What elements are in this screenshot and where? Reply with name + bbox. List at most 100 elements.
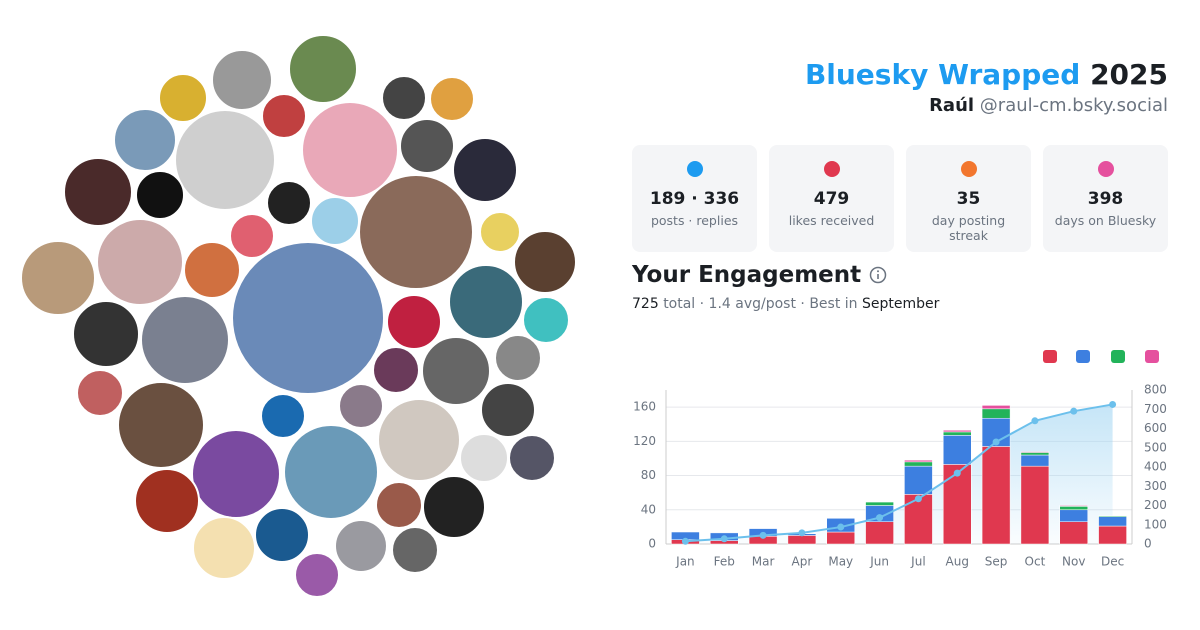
bar-segment	[904, 461, 933, 467]
avatar	[283, 424, 379, 520]
avatar	[334, 519, 388, 573]
legend-icon[interactable]	[1076, 350, 1090, 363]
header: Bluesky Wrapped 2025 Raúl @raul-cm.bsky.…	[805, 58, 1168, 116]
stat-label: day posting streak	[931, 213, 1006, 243]
avatar	[372, 346, 420, 394]
avatar	[72, 300, 140, 368]
bar-segment	[904, 459, 933, 463]
legend-icon[interactable]	[1043, 350, 1057, 363]
line-point	[876, 514, 884, 522]
y2-tick-label: 200	[1144, 498, 1167, 512]
y2-tick-label: 800	[1144, 383, 1167, 397]
x-tick-label: Jan	[675, 555, 695, 569]
y2-tick-label: 300	[1144, 479, 1167, 493]
bar-segment	[1098, 525, 1127, 545]
avatar	[294, 552, 340, 598]
stat-card: 398 days on Bluesky	[1043, 145, 1168, 252]
avatar	[76, 369, 124, 417]
line-point	[837, 523, 845, 531]
x-tick-label: May	[828, 555, 853, 569]
bar-segment	[943, 435, 972, 465]
avatar	[429, 76, 475, 122]
avatar	[254, 507, 310, 563]
line-point	[953, 469, 961, 477]
stat-value: 189 · 336	[649, 189, 740, 209]
avatar	[448, 264, 524, 340]
avatar	[508, 434, 556, 482]
x-tick-label: Apr	[792, 555, 813, 569]
stat-label: likes received	[788, 213, 875, 228]
title: Bluesky Wrapped 2025	[805, 58, 1168, 91]
line-point	[798, 529, 806, 537]
info-icon[interactable]	[869, 266, 887, 284]
avatar	[522, 296, 570, 344]
avatar	[140, 295, 230, 385]
engagement-title: Your Engagement	[632, 262, 939, 288]
y2-tick-label: 400	[1144, 460, 1167, 474]
line-point	[720, 535, 728, 543]
avatar	[375, 481, 423, 529]
brand: Bluesky Wrapped	[804, 58, 1081, 91]
avatar	[231, 241, 385, 395]
bar-segment	[1098, 515, 1127, 517]
handle: @raul-cm.bsky.social	[979, 95, 1168, 116]
x-tick-label: Jun	[869, 555, 889, 569]
avatar	[288, 34, 358, 104]
avatar	[301, 101, 399, 199]
line-point	[992, 438, 1000, 446]
avatar	[399, 118, 455, 174]
avatar	[421, 336, 491, 406]
stat-label: posts · replies	[650, 213, 739, 228]
bar-segment	[1020, 452, 1050, 456]
avatar	[358, 174, 474, 290]
x-tick-label: Aug	[946, 555, 969, 569]
y-tick-label: 40	[641, 502, 656, 516]
stat-icon	[960, 161, 977, 177]
line-point	[681, 537, 689, 545]
line	[685, 403, 1113, 543]
bar-segment	[943, 464, 972, 545]
bar-segment	[1020, 465, 1050, 545]
x-tick-label: Nov	[1062, 555, 1085, 569]
bar-segment	[1059, 506, 1088, 511]
legend-icon[interactable]	[1111, 350, 1125, 363]
avatar	[113, 108, 177, 172]
bar-segment	[865, 521, 894, 545]
avatar	[229, 213, 275, 259]
x-tick-label: Oct	[1025, 555, 1046, 569]
stat-card: 35 day posting streak	[906, 145, 1031, 252]
avatar	[391, 526, 439, 574]
y2-tick-label: 100	[1144, 517, 1167, 531]
stat-value: 398	[1087, 189, 1124, 209]
line-point	[1109, 400, 1117, 408]
avatar	[96, 218, 184, 306]
avatar	[134, 468, 200, 534]
avatar	[513, 230, 577, 294]
avatar	[494, 334, 542, 382]
summary-text: total · 1.4 avg/post · Best in	[663, 296, 858, 312]
bar-segment	[981, 446, 1011, 545]
y-tick-label: 120	[633, 434, 656, 448]
avatar	[117, 381, 205, 469]
bar-segment	[865, 501, 894, 506]
avatar	[35, 348, 79, 392]
stat-icon	[823, 161, 840, 177]
user-name: Raúl	[929, 95, 975, 116]
x-tick-label: Sep	[985, 555, 1008, 569]
avatar	[480, 382, 536, 438]
line-point	[1070, 407, 1078, 415]
avatar	[174, 109, 276, 211]
engagement-header: Your Engagement 725 total · 1.4 avg/post…	[632, 262, 939, 312]
engagement-summary: 725 total · 1.4 avg/post · Best in Septe…	[632, 296, 939, 312]
legend-icon[interactable]	[1145, 350, 1159, 363]
x-tick-label: Jul	[910, 555, 925, 569]
stat-value: 479	[813, 189, 850, 209]
avatar	[381, 75, 427, 121]
stat-icon	[1097, 161, 1114, 177]
avatar	[213, 376, 255, 418]
y2-tick-label: 700	[1144, 402, 1167, 416]
total: 725	[632, 296, 659, 312]
avatar	[192, 516, 256, 580]
